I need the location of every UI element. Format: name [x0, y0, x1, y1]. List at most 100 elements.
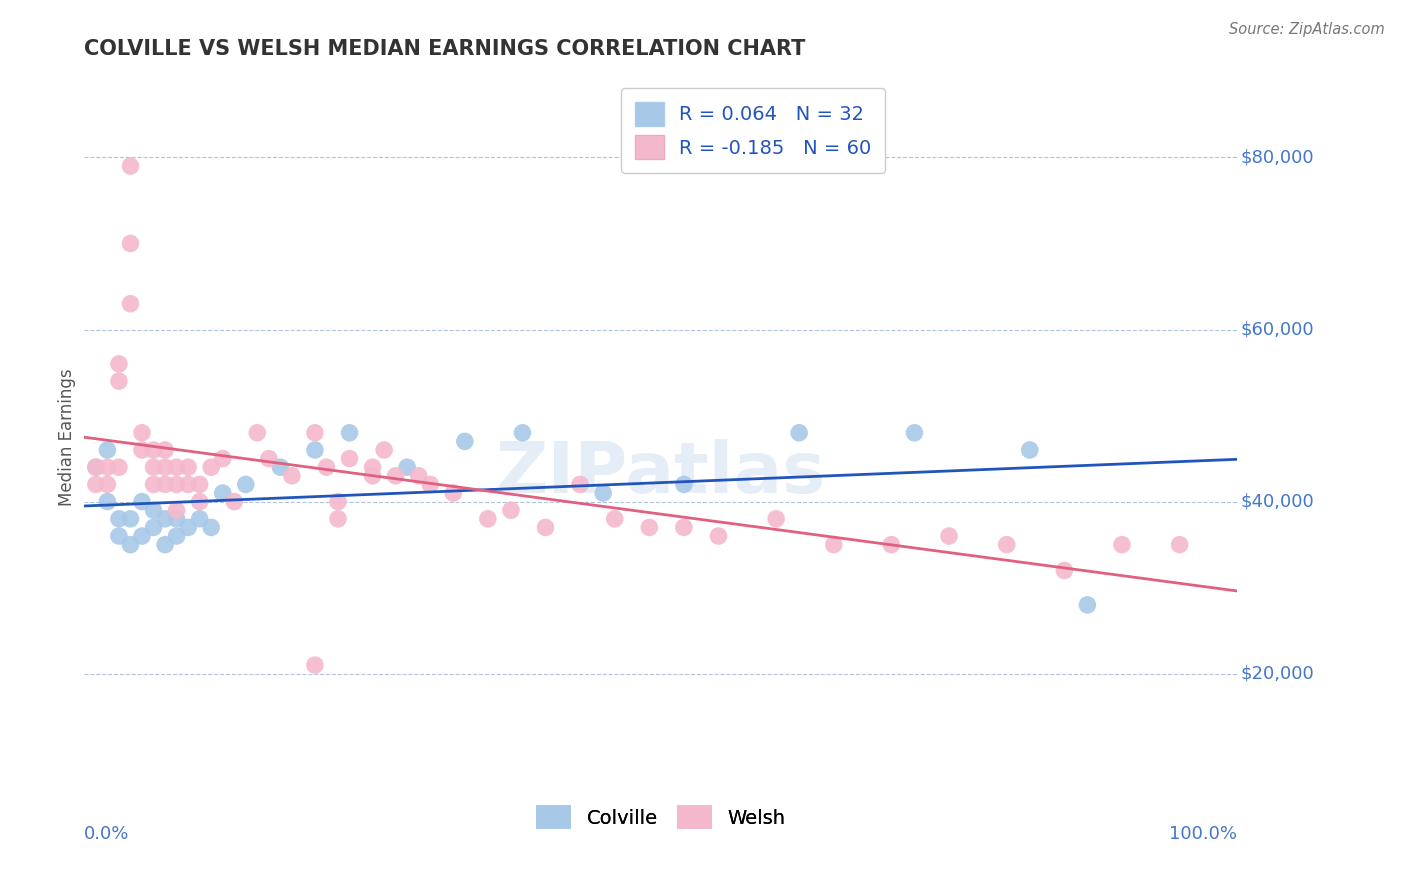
- Text: $40,000: $40,000: [1240, 492, 1315, 510]
- Point: [304, 442, 326, 457]
- Point: [441, 486, 464, 500]
- Point: [153, 460, 176, 475]
- Point: [304, 425, 326, 440]
- Point: [166, 460, 188, 475]
- Point: [269, 460, 291, 475]
- Point: [142, 477, 165, 491]
- Point: [235, 477, 257, 491]
- Point: [211, 486, 233, 500]
- Point: [120, 159, 142, 173]
- Point: [211, 451, 233, 466]
- Point: [142, 503, 165, 517]
- Point: [120, 538, 142, 552]
- Point: [142, 460, 165, 475]
- Point: [108, 357, 131, 371]
- Text: $20,000: $20,000: [1240, 665, 1315, 682]
- Point: [153, 442, 176, 457]
- Point: [938, 529, 960, 543]
- Point: [304, 658, 326, 673]
- Point: [765, 512, 787, 526]
- Point: [188, 512, 211, 526]
- Point: [477, 512, 499, 526]
- Text: COLVILLE VS WELSH MEDIAN EARNINGS CORRELATION CHART: COLVILLE VS WELSH MEDIAN EARNINGS CORREL…: [84, 38, 806, 59]
- Point: [408, 468, 430, 483]
- Text: $60,000: $60,000: [1240, 320, 1315, 339]
- Point: [120, 296, 142, 310]
- Point: [903, 425, 925, 440]
- Point: [142, 520, 165, 534]
- Point: [1053, 564, 1076, 578]
- Point: [108, 529, 131, 543]
- Point: [707, 529, 730, 543]
- Point: [131, 529, 153, 543]
- Point: [200, 520, 222, 534]
- Point: [246, 425, 269, 440]
- Point: [326, 512, 349, 526]
- Point: [120, 512, 142, 526]
- Point: [1076, 598, 1098, 612]
- Point: [120, 236, 142, 251]
- Point: [257, 451, 280, 466]
- Point: [384, 468, 406, 483]
- Point: [96, 477, 118, 491]
- Point: [339, 451, 361, 466]
- Legend: Colville, Welsh: Colville, Welsh: [529, 797, 793, 837]
- Point: [153, 512, 176, 526]
- Text: 100.0%: 100.0%: [1170, 825, 1237, 843]
- Point: [326, 494, 349, 508]
- Point: [177, 477, 200, 491]
- Point: [396, 460, 419, 475]
- Point: [534, 520, 557, 534]
- Text: ZIPatlas: ZIPatlas: [496, 439, 825, 508]
- Point: [188, 494, 211, 508]
- Point: [166, 529, 188, 543]
- Point: [638, 520, 661, 534]
- Text: Source: ZipAtlas.com: Source: ZipAtlas.com: [1229, 22, 1385, 37]
- Point: [499, 503, 522, 517]
- Point: [361, 460, 384, 475]
- Point: [166, 477, 188, 491]
- Point: [96, 442, 118, 457]
- Point: [96, 460, 118, 475]
- Point: [177, 460, 200, 475]
- Point: [603, 512, 626, 526]
- Point: [823, 538, 845, 552]
- Point: [1168, 538, 1191, 552]
- Point: [84, 477, 107, 491]
- Y-axis label: Median Earnings: Median Earnings: [58, 368, 76, 506]
- Point: [84, 460, 107, 475]
- Point: [131, 425, 153, 440]
- Point: [281, 468, 304, 483]
- Point: [200, 460, 222, 475]
- Point: [373, 442, 395, 457]
- Point: [166, 503, 188, 517]
- Point: [672, 520, 695, 534]
- Point: [131, 494, 153, 508]
- Point: [995, 538, 1018, 552]
- Point: [131, 442, 153, 457]
- Point: [108, 374, 131, 388]
- Point: [153, 538, 176, 552]
- Point: [108, 512, 131, 526]
- Point: [569, 477, 592, 491]
- Point: [672, 477, 695, 491]
- Point: [592, 486, 614, 500]
- Text: $80,000: $80,000: [1240, 148, 1315, 167]
- Point: [142, 442, 165, 457]
- Point: [224, 494, 246, 508]
- Point: [166, 512, 188, 526]
- Point: [153, 477, 176, 491]
- Point: [177, 520, 200, 534]
- Point: [454, 434, 477, 449]
- Point: [339, 425, 361, 440]
- Point: [880, 538, 903, 552]
- Point: [96, 494, 118, 508]
- Point: [787, 425, 810, 440]
- Point: [315, 460, 337, 475]
- Point: [1111, 538, 1133, 552]
- Text: 0.0%: 0.0%: [84, 825, 129, 843]
- Point: [1018, 442, 1040, 457]
- Point: [108, 460, 131, 475]
- Point: [512, 425, 534, 440]
- Point: [188, 477, 211, 491]
